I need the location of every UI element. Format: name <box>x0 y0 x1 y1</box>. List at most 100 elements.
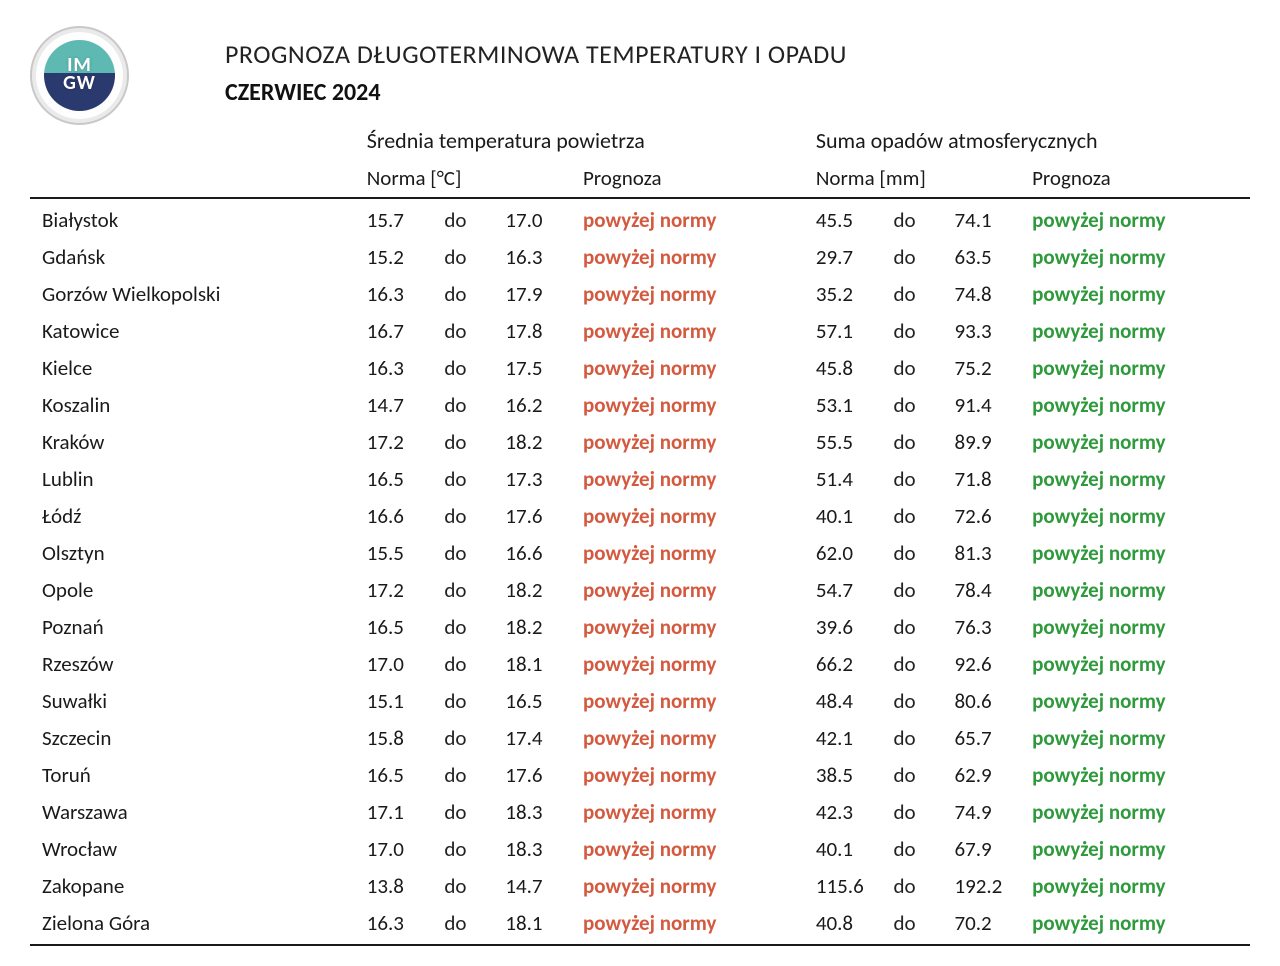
forecast-table: Średnia temperatura powietrza Suma opadó… <box>30 125 1250 946</box>
precip-high: 81.3 <box>950 535 1028 572</box>
do-word: do <box>440 609 501 646</box>
precip-high: 65.7 <box>950 720 1028 757</box>
table-row: Rzeszów17.0do18.1powyżej normy66.2do92.6… <box>30 646 1250 683</box>
precip-low: 66.2 <box>812 646 890 683</box>
do-word: do <box>440 683 501 720</box>
precip-forecast: powyżej normy <box>1028 535 1250 572</box>
do-word: do <box>889 498 950 535</box>
precip-low: 115.6 <box>812 868 890 905</box>
logo-text: IM GW <box>56 56 104 92</box>
do-word: do <box>440 905 501 945</box>
temp-high: 17.4 <box>501 720 579 757</box>
do-word: do <box>889 387 950 424</box>
precip-high: 80.6 <box>950 683 1028 720</box>
temp-high: 17.5 <box>501 350 579 387</box>
table-row: Zielona Góra16.3do18.1powyżej normy40.8d… <box>30 905 1250 945</box>
city-cell: Poznań <box>30 609 363 646</box>
temp-high: 18.3 <box>501 831 579 868</box>
temp-high: 17.0 <box>501 198 579 239</box>
city-cell: Opole <box>30 572 363 609</box>
do-word: do <box>440 313 501 350</box>
temp-high: 14.7 <box>501 868 579 905</box>
section-header-temp: Średnia temperatura powietrza <box>363 125 801 160</box>
temp-forecast: powyżej normy <box>579 646 801 683</box>
temp-high: 18.3 <box>501 794 579 831</box>
do-word: do <box>440 198 501 239</box>
temp-forecast: powyżej normy <box>579 276 801 313</box>
city-cell: Olsztyn <box>30 535 363 572</box>
precip-high: 192.2 <box>950 868 1028 905</box>
precip-forecast: powyżej normy <box>1028 572 1250 609</box>
precip-forecast: powyżej normy <box>1028 646 1250 683</box>
temp-forecast: powyżej normy <box>579 498 801 535</box>
temp-low: 17.0 <box>363 646 441 683</box>
table-row: Zakopane13.8do14.7powyżej normy115.6do19… <box>30 868 1250 905</box>
table-row: Opole17.2do18.2powyżej normy54.7do78.4po… <box>30 572 1250 609</box>
do-word: do <box>889 868 950 905</box>
temp-low: 16.5 <box>363 461 441 498</box>
col-header-norma-mm: Norma [mm] <box>812 160 1028 198</box>
table-row: Warszawa17.1do18.3powyżej normy42.3do74.… <box>30 794 1250 831</box>
table-row: Szczecin15.8do17.4powyżej normy42.1do65.… <box>30 720 1250 757</box>
temp-high: 18.1 <box>501 646 579 683</box>
precip-forecast: powyżej normy <box>1028 461 1250 498</box>
do-word: do <box>889 646 950 683</box>
temp-low: 17.0 <box>363 831 441 868</box>
temp-forecast: powyżej normy <box>579 905 801 945</box>
do-word: do <box>889 757 950 794</box>
do-word: do <box>440 239 501 276</box>
temp-low: 16.3 <box>363 905 441 945</box>
table-row: Katowice16.7do17.8powyżej normy57.1do93.… <box>30 313 1250 350</box>
temp-forecast: powyżej normy <box>579 757 801 794</box>
temp-forecast: powyżej normy <box>579 720 801 757</box>
imgw-logo: IM GW <box>30 26 129 125</box>
do-word: do <box>440 424 501 461</box>
do-word: do <box>440 276 501 313</box>
do-word: do <box>440 646 501 683</box>
temp-forecast: powyżej normy <box>579 572 801 609</box>
precip-forecast: powyżej normy <box>1028 720 1250 757</box>
table-row: Suwałki15.1do16.5powyżej normy48.4do80.6… <box>30 683 1250 720</box>
do-word: do <box>889 461 950 498</box>
do-word: do <box>889 350 950 387</box>
temp-forecast: powyżej normy <box>579 313 801 350</box>
temp-low: 17.2 <box>363 424 441 461</box>
temp-low: 15.1 <box>363 683 441 720</box>
table-row: Toruń16.5do17.6powyżej normy38.5do62.9po… <box>30 757 1250 794</box>
table-row: Olsztyn15.5do16.6powyżej normy62.0do81.3… <box>30 535 1250 572</box>
precip-forecast: powyżej normy <box>1028 198 1250 239</box>
do-word: do <box>440 831 501 868</box>
temp-low: 13.8 <box>363 868 441 905</box>
city-cell: Zielona Góra <box>30 905 363 945</box>
temp-low: 16.5 <box>363 757 441 794</box>
do-word: do <box>889 720 950 757</box>
temp-high: 18.1 <box>501 905 579 945</box>
temp-low: 17.2 <box>363 572 441 609</box>
precip-low: 57.1 <box>812 313 890 350</box>
city-cell: Kielce <box>30 350 363 387</box>
city-cell: Suwałki <box>30 683 363 720</box>
precip-high: 67.9 <box>950 831 1028 868</box>
do-word: do <box>440 350 501 387</box>
do-word: do <box>440 868 501 905</box>
city-cell: Zakopane <box>30 868 363 905</box>
temp-high: 16.6 <box>501 535 579 572</box>
temp-low: 16.6 <box>363 498 441 535</box>
precip-low: 35.2 <box>812 276 890 313</box>
do-word: do <box>440 757 501 794</box>
precip-forecast: powyżej normy <box>1028 831 1250 868</box>
temp-forecast: powyżej normy <box>579 424 801 461</box>
precip-forecast: powyżej normy <box>1028 313 1250 350</box>
do-word: do <box>440 387 501 424</box>
city-cell: Łódź <box>30 498 363 535</box>
do-word: do <box>440 498 501 535</box>
precip-forecast: powyżej normy <box>1028 757 1250 794</box>
precip-low: 42.1 <box>812 720 890 757</box>
city-cell: Warszawa <box>30 794 363 831</box>
precip-high: 76.3 <box>950 609 1028 646</box>
precip-high: 70.2 <box>950 905 1028 945</box>
precip-forecast: powyżej normy <box>1028 609 1250 646</box>
precip-forecast: powyżej normy <box>1028 905 1250 945</box>
precip-low: 40.8 <box>812 905 890 945</box>
precip-low: 51.4 <box>812 461 890 498</box>
